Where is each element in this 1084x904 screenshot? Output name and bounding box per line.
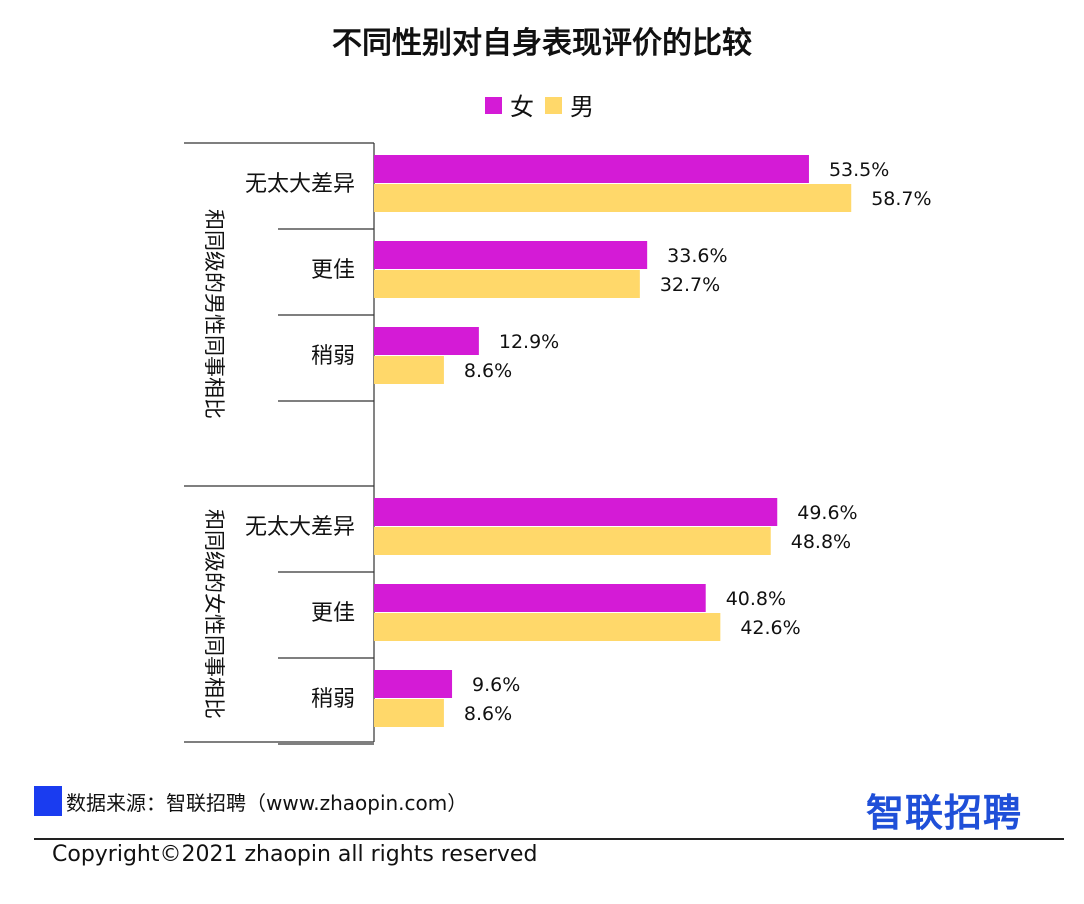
footer-divider — [34, 838, 1064, 840]
legend-label-male: 男 — [570, 93, 594, 121]
value-label-male: 42.6% — [740, 617, 800, 639]
source-marker-square — [34, 786, 62, 816]
group-label-2: 和同级的女性同事相比 — [202, 509, 226, 719]
category-label: 无太大差异 — [245, 515, 355, 540]
value-label-female: 53.5% — [829, 159, 889, 181]
chart-title: 不同性别对自身表现评价的比较 — [332, 26, 752, 61]
value-label-male: 32.7% — [660, 274, 720, 296]
value-label-male: 58.7% — [871, 188, 931, 210]
bar-male — [374, 184, 852, 212]
legend-swatch-female — [485, 97, 502, 114]
category-label: 稍弱 — [311, 687, 355, 712]
bar-female — [374, 155, 809, 183]
bar-female — [374, 241, 648, 269]
group-label-1: 和同级的男性同事相比 — [202, 209, 226, 419]
zhaopin-logo: 智联招聘 — [866, 791, 1023, 835]
legend-swatch-male — [545, 97, 562, 114]
bar-male — [374, 699, 444, 727]
value-label-male: 8.6% — [464, 703, 512, 725]
category-label: 无太大差异 — [245, 172, 355, 197]
bar-male — [374, 527, 771, 555]
bar-female — [374, 670, 453, 698]
bar-male — [374, 270, 640, 298]
value-label-male: 8.6% — [464, 360, 512, 382]
category-label: 稍弱 — [311, 344, 355, 369]
bar-female — [374, 584, 706, 612]
value-label-female: 12.9% — [499, 331, 559, 353]
bar-male — [374, 613, 721, 641]
data-source: 数据来源：智联招聘（www.zhaopin.com） — [34, 786, 467, 816]
value-label-female: 49.6% — [797, 502, 857, 524]
bar-female — [374, 498, 778, 526]
source-text: 数据来源：智联招聘（www.zhaopin.com） — [66, 790, 468, 815]
bar-female — [374, 327, 479, 355]
category-label: 更佳 — [311, 601, 355, 626]
value-label-female: 40.8% — [726, 588, 786, 610]
bar-male — [374, 356, 444, 384]
legend-label-female: 女 — [510, 93, 534, 121]
value-label-male: 48.8% — [791, 531, 851, 553]
category-label: 更佳 — [311, 258, 355, 283]
value-label-female: 33.6% — [667, 245, 727, 267]
value-label-female: 9.6% — [472, 674, 520, 696]
copyright-text: Copyright©2021 zhaopin all rights reserv… — [52, 842, 538, 867]
